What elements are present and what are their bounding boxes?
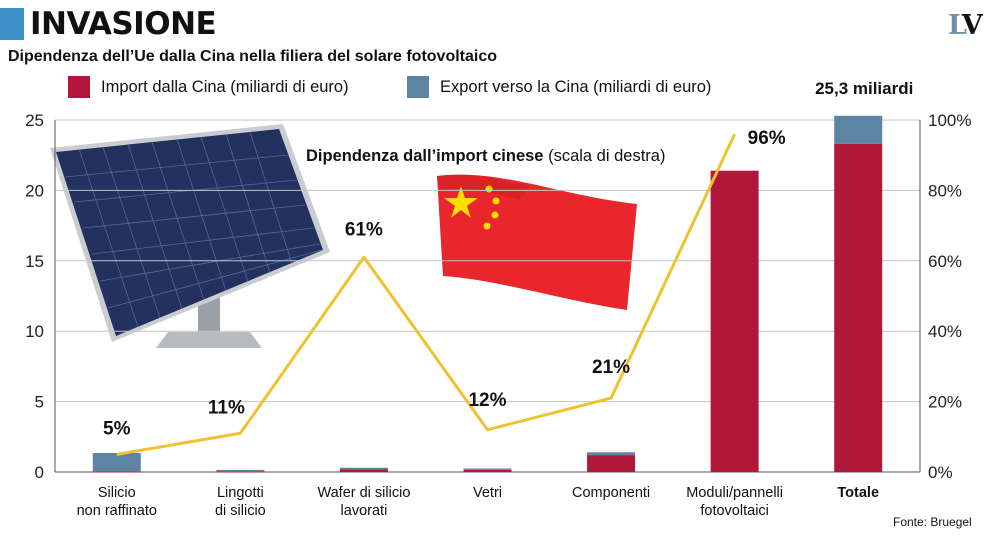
y-left-tick: 20 <box>25 181 44 200</box>
source-note: Fonte: Bruegel <box>893 515 972 529</box>
bar-export <box>587 452 636 456</box>
bar-import <box>463 469 512 472</box>
bar-export <box>339 467 388 470</box>
legend-import-label: Import dalla Cina (miliardi di euro) <box>101 77 349 96</box>
x-category-label: Silicio non raffinato <box>77 485 157 519</box>
bar-import <box>216 471 265 473</box>
x-category-label: Wafer di silicio lavorati <box>317 485 410 519</box>
y-right-tick: 20% <box>928 393 962 412</box>
bar-import <box>587 455 636 472</box>
total-label: 25,3 miliardi <box>815 79 913 98</box>
y-right-tick: 100% <box>928 111 971 130</box>
bar-import <box>339 469 388 472</box>
y-right-tick: 80% <box>928 181 962 200</box>
bar-export <box>92 452 141 472</box>
solar-panel-illustration <box>50 124 330 348</box>
dependency-value-label: 96% <box>748 128 786 149</box>
dependency-value-label: 11% <box>208 397 245 418</box>
y-left-tick: 25 <box>25 111 44 130</box>
y-right-tick: 60% <box>928 252 962 271</box>
x-category-label: Vetri <box>473 485 502 501</box>
x-category-label: Moduli/pannelli fotovoltaici <box>686 485 783 519</box>
x-category-label: Componenti <box>572 485 650 501</box>
bar-export <box>216 469 265 472</box>
y-left-tick: 15 <box>25 252 44 271</box>
y-left-tick: 0 <box>35 463 44 482</box>
y-left-tick: 10 <box>25 322 44 341</box>
bar-import <box>834 143 883 472</box>
china-flag-illustration <box>437 174 637 310</box>
x-category-label: Lingotti di silicio <box>215 485 266 519</box>
dependency-value-label: 5% <box>103 418 131 439</box>
x-category-label: Totale <box>837 485 879 501</box>
dependency-value-label: 61% <box>345 219 383 240</box>
dependency-line <box>116 133 737 456</box>
headline: INVASIONE <box>30 6 217 42</box>
legend-import-swatch <box>68 76 90 98</box>
bar-import <box>92 471 141 473</box>
publisher-logo: LV <box>948 10 983 41</box>
bar-export <box>834 115 883 144</box>
dependency-value-label: 12% <box>468 390 506 411</box>
legend-import: Import dalla Cina (miliardi di euro) <box>68 76 349 98</box>
legend-export-swatch <box>407 76 429 98</box>
legend-export-label: Export verso la Cina (miliardi di euro) <box>440 77 712 96</box>
y-right-tick: 40% <box>928 322 962 341</box>
legend-export: Export verso la Cina (miliardi di euro) <box>407 76 711 98</box>
bar-import <box>710 170 759 473</box>
y-left-tick: 5 <box>35 393 44 412</box>
chart-title: Dipendenza dell’Ue dalla Cina nella fili… <box>8 48 498 65</box>
y-right-tick: 0% <box>928 463 953 482</box>
dependency-value-label: 21% <box>592 357 630 378</box>
bar-export <box>463 468 512 470</box>
line-legend-label: Dipendenza dall’import cinese (scala di … <box>306 147 665 165</box>
header-accent-bar <box>0 8 24 40</box>
